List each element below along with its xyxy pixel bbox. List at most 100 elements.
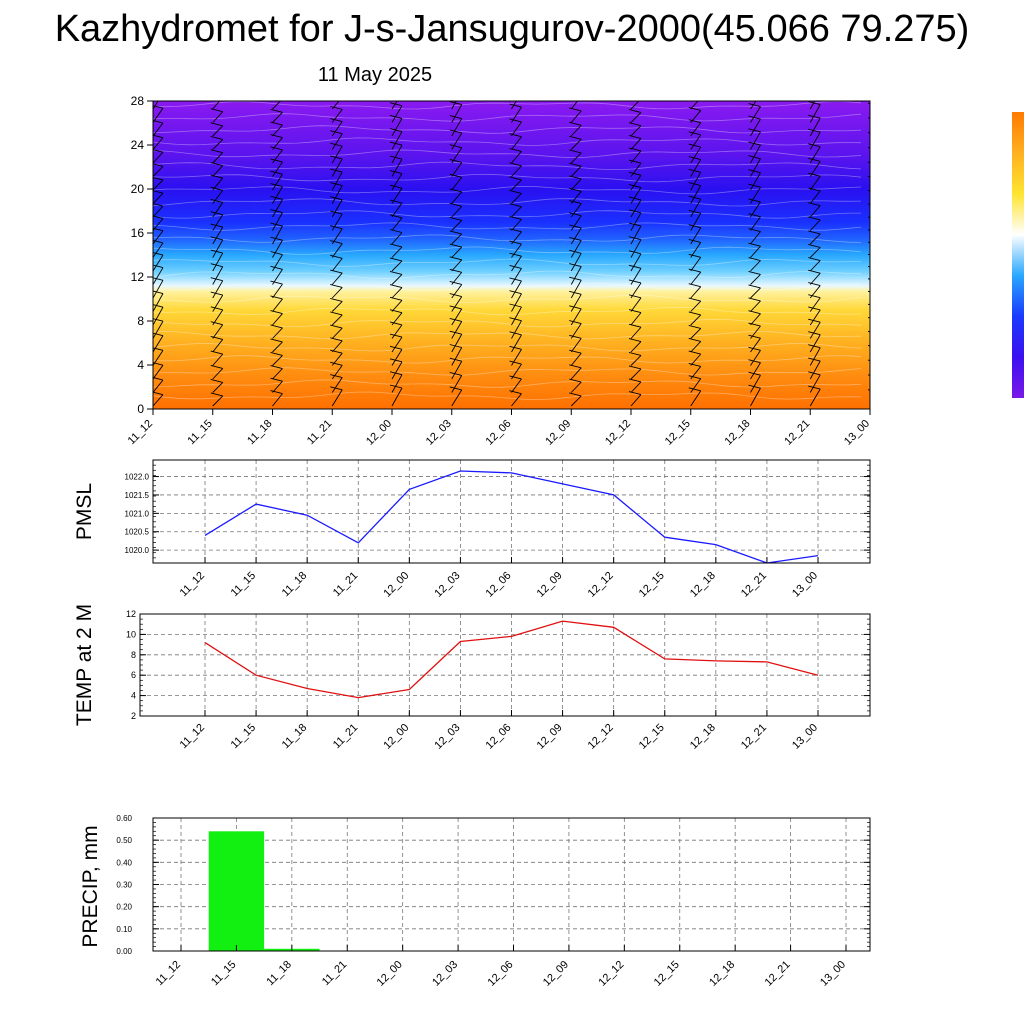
wind-barb-flag	[449, 115, 462, 120]
wind-barb	[690, 314, 702, 326]
wind-barb-flag	[153, 377, 164, 381]
wind-barb-flag	[808, 157, 821, 162]
wind-barb	[391, 118, 403, 137]
wind-barb	[272, 239, 283, 258]
wind-barb-flag	[270, 295, 283, 300]
wind-barb	[511, 280, 522, 299]
wind-barb-flag	[808, 344, 821, 349]
wind-barb	[212, 353, 224, 366]
wind-barb-flag	[389, 199, 403, 204]
heatmap-ytick-label: 20	[131, 182, 145, 196]
wind-barb-flag	[330, 225, 343, 230]
wind-barb-flag	[748, 213, 761, 218]
wind-barb	[630, 112, 642, 123]
wind-barb-flag	[449, 293, 462, 298]
wind-barb-flag	[509, 277, 522, 282]
wind-barb-flag	[509, 252, 522, 257]
wind-barb-flag	[688, 297, 701, 302]
wind-barb	[809, 104, 821, 123]
wind-barb	[750, 144, 761, 164]
wind-barb	[391, 217, 403, 231]
wind-barb-flag	[210, 263, 223, 268]
wind-barb	[212, 214, 224, 231]
wind-barb	[570, 101, 579, 110]
wind-barb	[630, 138, 642, 150]
heatmap-field	[153, 101, 870, 409]
wind-barb	[272, 380, 283, 393]
pmsl-xtick-label: 12_00	[381, 570, 411, 600]
temp-ytick-label: 8	[131, 650, 136, 660]
wind-barb-flag	[330, 386, 343, 391]
wind-barb	[630, 212, 642, 231]
wind-barb-flag	[389, 358, 403, 363]
wind-barb-flag	[509, 228, 522, 233]
wind-barb-flag	[270, 251, 283, 256]
wind-barb	[331, 185, 343, 204]
wind-barb	[570, 165, 582, 177]
wind-barb-flag	[153, 163, 164, 167]
wind-barb	[869, 256, 870, 258]
wind-barb	[570, 110, 582, 123]
wind-barb-flag	[153, 105, 164, 109]
wind-barb	[331, 109, 343, 123]
wind-barb	[153, 151, 164, 164]
wind-barb	[690, 286, 702, 299]
contour-line	[153, 246, 862, 255]
wind-barb-flag	[569, 93, 581, 96]
wind-barb	[451, 389, 463, 407]
wind-barb-flag	[389, 170, 403, 174]
wind-barb-flag	[210, 321, 223, 326]
wind-barb	[690, 213, 702, 231]
wind-barb	[331, 145, 343, 164]
wind-barb-flag	[569, 276, 582, 281]
wind-barb-flag	[270, 146, 283, 151]
wind-barb	[869, 243, 870, 244]
wind-barb-flag	[449, 344, 462, 348]
wind-barb	[809, 205, 821, 218]
wind-barb-flag	[688, 131, 701, 136]
wind-barb-flag	[330, 361, 343, 366]
wind-barb	[809, 219, 821, 231]
wind-barb	[869, 108, 870, 109]
wind-barb-flag	[808, 88, 820, 91]
wind-barb	[153, 137, 164, 150]
wind-barb	[809, 347, 821, 366]
wind-barb-flag	[509, 303, 522, 308]
wind-barb-flag	[270, 134, 283, 139]
wind-barb-flag	[153, 362, 164, 366]
heatmap-xtick-label: 12_18	[723, 418, 753, 448]
wind-barb	[212, 339, 224, 353]
wind-barb-flag	[569, 162, 582, 167]
wind-barb-flag	[270, 390, 283, 395]
wind-barb	[212, 152, 224, 164]
wind-barb-flag	[808, 257, 821, 261]
wind-barb-flag	[210, 392, 223, 397]
heatmap-ytick-label: 0	[137, 402, 144, 416]
wind-barb-flag	[569, 249, 582, 254]
wind-barb-flag	[270, 377, 283, 382]
heatmap-xtick-label: 11_12	[126, 418, 156, 448]
wind-barb-flag	[688, 324, 701, 329]
wind-barb-flag	[389, 229, 403, 233]
wind-barb	[809, 309, 821, 326]
wind-barbs	[153, 88, 870, 407]
wind-barb	[391, 246, 403, 258]
wind-barb	[511, 334, 522, 353]
wind-barb-flag	[330, 168, 343, 173]
wind-barb	[391, 232, 403, 245]
contour-line	[153, 355, 862, 364]
wind-barb-flag	[330, 324, 343, 329]
wind-barb-flag	[748, 141, 761, 146]
wind-barb-flag	[270, 222, 283, 227]
wind-barb-flag	[628, 338, 642, 342]
wind-barb	[690, 101, 699, 110]
wind-barb	[272, 355, 283, 366]
wind-barb-flag	[688, 253, 701, 258]
wind-barb-flag	[688, 156, 701, 160]
wind-barb-flag	[270, 209, 283, 213]
wind-barb	[570, 367, 582, 380]
wind-barb	[570, 139, 582, 150]
contour-line	[153, 270, 862, 280]
wind-barb	[511, 165, 522, 177]
wind-barb-flag	[270, 121, 283, 126]
